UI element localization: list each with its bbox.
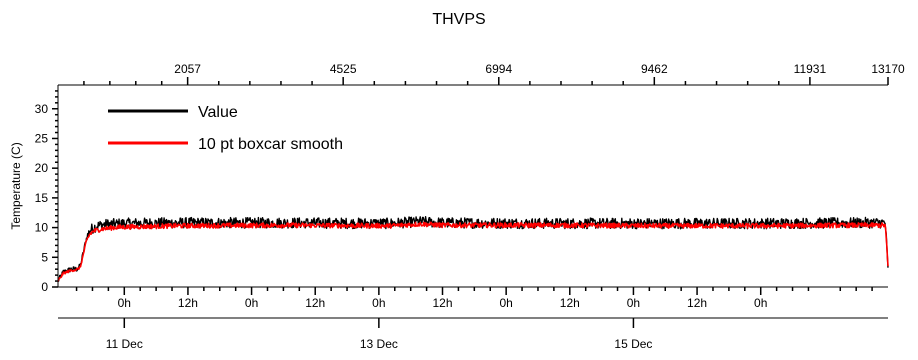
day-tick-label: 15 Dec [614,337,652,351]
top-tick-label: 2057 [174,62,201,76]
legend-label-value: Value [198,104,238,121]
hour-tick-label: 12h [305,296,325,310]
hour-tick-label: 12h [560,296,580,310]
top-tick-label: 9462 [641,62,668,76]
y-tick-label: 10 [35,221,49,235]
hour-tick-label: 0h [499,296,512,310]
hour-tick-label: 0h [118,296,131,310]
y-tick-label: 15 [35,191,49,205]
hour-tick-label: 0h [245,296,258,310]
hour-axis-ticks: 0h 12h 0h 12h 0h 12h 0h 12h 0h 12h 0h [75,287,873,310]
y-tick-label: 0 [41,280,48,294]
top-tick-label: 4525 [330,62,357,76]
top-tick-label: 6994 [485,62,512,76]
hour-tick-label: 12h [687,296,707,310]
hour-tick-label: 0h [372,296,385,310]
y-tick-label: 30 [35,102,49,116]
series-line-smooth [57,221,889,282]
legend: Value 10 pt boxcar smooth [108,104,343,153]
series-layer [57,216,889,282]
hour-tick-label: 0h [754,296,767,310]
day-tick-label: 11 Dec [106,337,143,351]
y-tick-label: 20 [35,161,49,175]
chart-title: THVPS [432,11,485,28]
top-tick-label: 11931 [794,62,827,76]
hour-tick-label: 12h [178,296,198,310]
top-axis-ticks: 2057 4525 6994 9462 11931 13170 [83,62,905,85]
day-axis-ticks: 11 Dec 13 Dec 15 Dec [106,318,652,351]
y-tick-label: 5 [41,250,48,264]
day-tick-label: 13 Dec [360,337,398,351]
y-axis-label: Temperature (C) [9,142,23,229]
legend-label-smooth: 10 pt boxcar smooth [198,136,343,153]
top-tick-label: 13170 [871,62,905,76]
hour-tick-label: 0h [627,296,640,310]
series-line-value [57,216,889,282]
y-axis-ticks: 0 5 10 15 20 25 30 [35,90,58,294]
hour-tick-label: 12h [432,296,452,310]
y-tick-label: 25 [35,131,49,145]
